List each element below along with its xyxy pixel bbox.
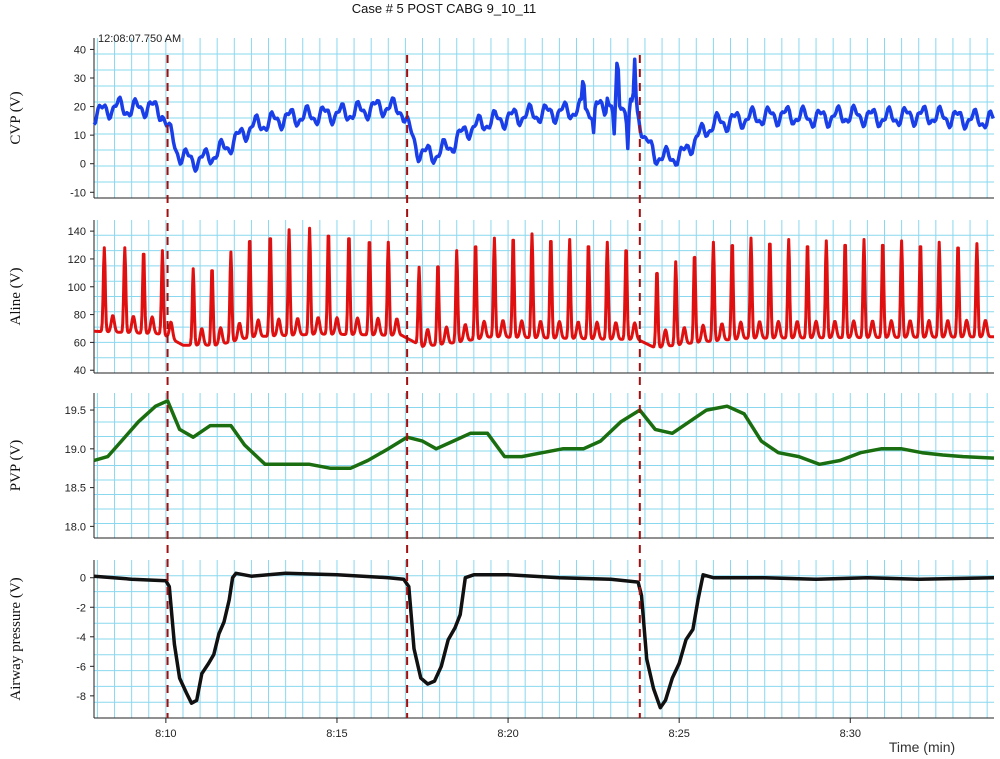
series-line-aline (93, 226, 995, 349)
panel-aline-grid (94, 220, 994, 373)
y-tick-label: 40 (74, 365, 86, 377)
panel-pvp: 18.0 18.5 19.0 19.5 PVP (V) (8, 393, 995, 539)
panel-airway: -8 -6 -4 -2 0 Airway pressure (V) (8, 560, 995, 719)
y-tick-label: -6 (76, 661, 86, 673)
y-tick-label: 30 (74, 73, 86, 85)
y-tick-label: -4 (76, 632, 86, 644)
panel-aline: 40 60 80 100 120 140 Aline (V) (8, 220, 995, 377)
panel-cvp-y-label: CVP (V) (8, 91, 24, 144)
y-tick-label: -10 (70, 187, 86, 199)
panel-airway-grid (94, 560, 994, 718)
y-tick-label: 10 (74, 130, 86, 142)
x-tick-label: 8:25 (668, 728, 689, 740)
panel-pvp-grid (94, 393, 994, 538)
y-tick-label: 100 (68, 282, 86, 294)
y-tick-label: 19.0 (65, 444, 86, 456)
y-tick-label: 60 (74, 337, 86, 349)
x-tick-label: 8:20 (497, 728, 518, 740)
chart-title: Case # 5 POST CABG 9_10_11 (352, 1, 537, 16)
panel-pvp-y-label: PVP (V) (8, 440, 24, 492)
x-tick-label: 8:15 (326, 728, 347, 740)
panel-aline-y-label: Aline (V) (8, 268, 24, 326)
y-tick-label: -8 (76, 691, 86, 703)
y-tick-label: 40 (74, 44, 86, 56)
y-tick-label: 120 (68, 254, 86, 266)
panel-airway-y-label: Airway pressure (V) (8, 577, 24, 700)
y-tick-label: 140 (68, 226, 86, 238)
y-tick-label: 18.5 (65, 483, 86, 495)
y-tick-label: 18.0 (65, 521, 86, 533)
timestamp-label: 12:08:07.750 AM (98, 33, 181, 45)
x-tick-label: 8:30 (840, 728, 861, 740)
y-tick-label: 20 (74, 102, 86, 114)
y-tick-label: 19.5 (65, 405, 86, 417)
y-tick-label: 0 (80, 573, 86, 585)
y-tick-label: 0 (80, 159, 86, 171)
series-line-airway (93, 571, 995, 710)
panels-group: -10 0 10 20 30 40 CVP (V) 40 60 80 100 120 140 Aline … (8, 33, 995, 740)
panel-cvp: -10 0 10 20 30 40 CVP (V) (8, 38, 995, 199)
y-tick-label: -2 (76, 602, 86, 614)
y-tick-label: 80 (74, 310, 86, 322)
x-axis-label: Time (min) (889, 739, 955, 755)
series-line-cvp (92, 57, 995, 173)
series-line-pvp (93, 399, 995, 470)
x-tick-label: 8:10 (155, 728, 176, 740)
